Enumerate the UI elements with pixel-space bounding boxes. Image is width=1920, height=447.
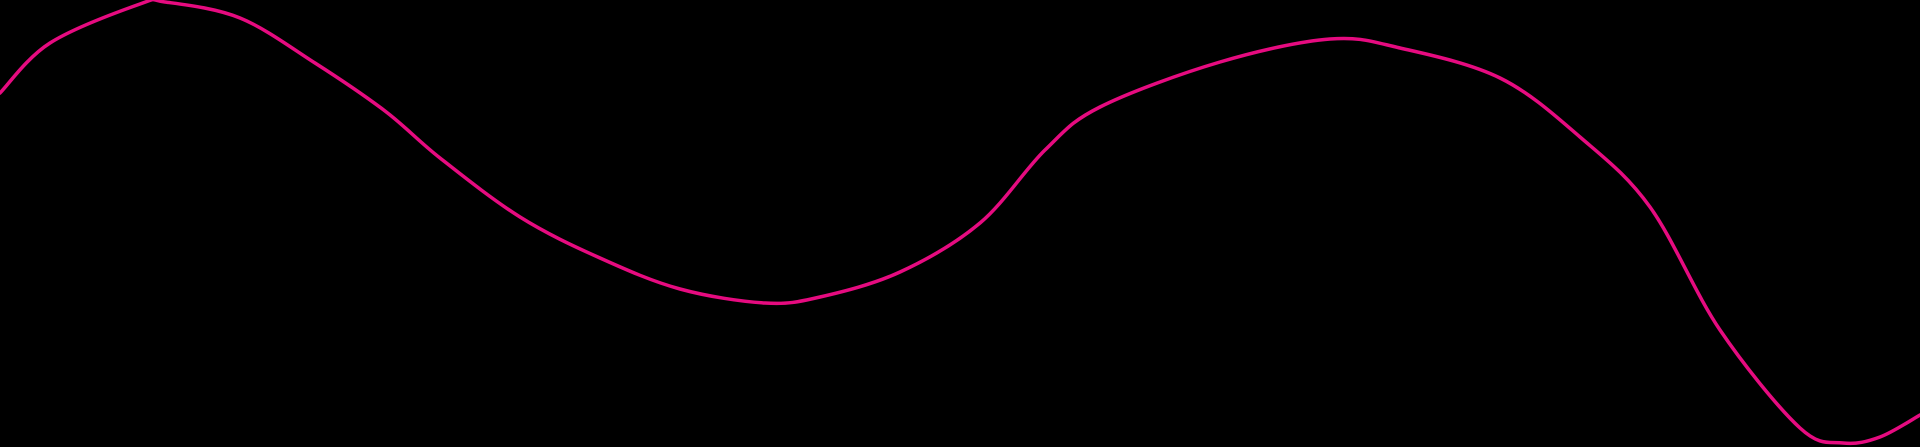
wave-curve-line	[0, 0, 1920, 446]
canvas-background	[0, 0, 1920, 447]
wave-chart	[0, 0, 1920, 446]
